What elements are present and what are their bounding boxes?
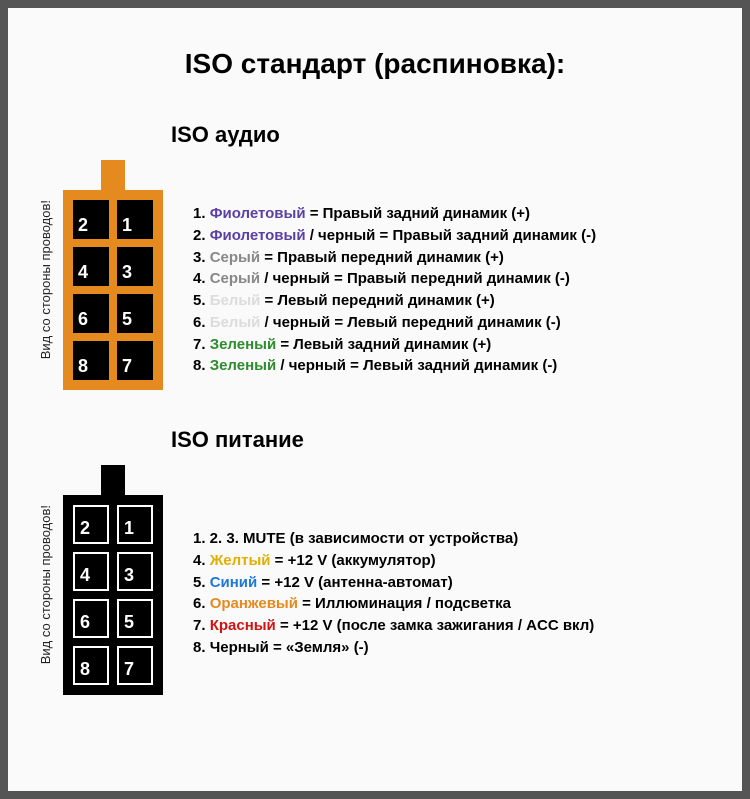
audio-pin-list: 1. Фиолетовый = Правый задний динамик (+… <box>163 148 712 377</box>
pin-text: MUTE (в зависимости от устройства) <box>243 530 518 547</box>
pin-4: 4 <box>73 552 109 591</box>
pin-description-row: 7. Зеленый = Левый задний динамик (+) <box>193 334 712 356</box>
pin-description-row: 8. Зеленый / черный = Левый задний динам… <box>193 355 712 377</box>
pin-description-row: 1. Фиолетовый = Правый задний динамик (+… <box>193 203 712 225</box>
power-connector-col: 21436587 <box>63 445 163 695</box>
color-name: Белый <box>210 292 261 309</box>
color-name: Красный <box>210 617 276 634</box>
pin-description-row: 8. Черный = «Земля» (-) <box>193 637 712 659</box>
page: ISO стандарт (распиновка): Вид со сторон… <box>8 8 742 791</box>
pin-3: 3 <box>117 247 153 286</box>
audio-connector-body: 21436587 <box>63 190 163 390</box>
power-block: Вид со стороны проводов! 21436587 ISO пи… <box>38 445 712 695</box>
pin-description-row: 5. Белый = Левый передний динамик (+) <box>193 290 712 312</box>
pin-text: = Иллюминация / подсветка <box>298 595 511 612</box>
page-title: ISO стандарт (распиновка): <box>38 48 712 80</box>
power-pin-list: 1. 2. 3. MUTE (в зависимости от устройст… <box>163 453 712 659</box>
color-name: Желтый <box>210 552 271 569</box>
pin-text: / черный = Левый передний динамик (-) <box>260 314 560 331</box>
pin-text: = Левый задний динамик (+) <box>276 336 491 353</box>
power-connector-tab <box>101 465 125 495</box>
pin-description-row: 1. 2. 3. MUTE (в зависимости от устройст… <box>193 528 712 550</box>
pin-number: 7. <box>193 617 210 634</box>
audio-connector: 21436587 <box>63 160 163 390</box>
pin-text: / черный = Правый передний динамик (-) <box>260 270 570 287</box>
pin-5: 5 <box>117 294 153 333</box>
color-name: Синий <box>210 574 258 591</box>
pin-description-row: 3. Серый = Правый передний динамик (+) <box>193 247 712 269</box>
color-name: Серый <box>210 249 260 266</box>
pin-7: 7 <box>117 646 153 685</box>
pin-number: 5. <box>193 574 210 591</box>
pin-description-row: 7. Красный = +12 V (после замка зажигани… <box>193 615 712 637</box>
power-connector: 21436587 <box>63 465 163 695</box>
pin-3: 3 <box>117 552 153 591</box>
pin-number: 8. <box>193 639 210 656</box>
pin-description-row: 5. Синий = +12 V (антенна-автомат) <box>193 572 712 594</box>
audio-connector-tab <box>101 160 125 190</box>
pin-text: / черный = Левый задний динамик (-) <box>276 357 557 374</box>
color-name: Зеленый <box>210 336 277 353</box>
audio-title: ISO аудио <box>171 122 712 148</box>
pin-text: = Правый передний динамик (+) <box>260 249 504 266</box>
pin-4: 4 <box>73 247 109 286</box>
pin-number: 5. <box>193 292 210 309</box>
pin-text: / черный = Правый задний динамик (-) <box>306 227 597 244</box>
pin-text: = +12 V (после замка зажигания / ACC вкл… <box>276 617 594 634</box>
power-connector-body: 21436587 <box>63 495 163 695</box>
color-name: Оранжевый <box>210 595 298 612</box>
pin-number: 1. 2. 3. <box>193 530 243 547</box>
color-name: Фиолетовый <box>210 205 306 222</box>
pin-1: 1 <box>117 505 153 544</box>
pin-text: Черный = «Земля» (-) <box>210 639 369 656</box>
pin-1: 1 <box>117 200 153 239</box>
pin-number: 8. <box>193 357 210 374</box>
pin-6: 6 <box>73 294 109 333</box>
power-title: ISO питание <box>171 427 712 453</box>
audio-right: ISO аудио 1. Фиолетовый = Правый задний … <box>163 140 712 377</box>
pin-number: 2. <box>193 227 210 244</box>
side-label-audio: Вид со стороны проводов! <box>38 200 53 359</box>
pin-7: 7 <box>117 341 153 380</box>
pin-text: = Левый передний динамик (+) <box>260 292 494 309</box>
audio-connector-col: 21436587 <box>63 140 163 390</box>
pin-number: 6. <box>193 595 210 612</box>
pin-number: 7. <box>193 336 210 353</box>
pin-description-row: 2. Фиолетовый / черный = Правый задний д… <box>193 225 712 247</box>
pin-number: 6. <box>193 314 210 331</box>
pin-number: 4. <box>193 270 210 287</box>
pin-8: 8 <box>73 341 109 380</box>
pin-text: = +12 V (антенна-автомат) <box>257 574 452 591</box>
pin-description-row: 4. Желтый = +12 V (аккумулятор) <box>193 550 712 572</box>
pin-number: 3. <box>193 249 210 266</box>
pin-5: 5 <box>117 599 153 638</box>
pin-number: 4. <box>193 552 210 569</box>
color-name: Белый <box>210 314 261 331</box>
pin-number: 1. <box>193 205 210 222</box>
color-name: Зеленый <box>210 357 277 374</box>
color-name: Фиолетовый <box>210 227 306 244</box>
pin-6: 6 <box>73 599 109 638</box>
pin-text: = +12 V (аккумулятор) <box>271 552 436 569</box>
pin-text: = Правый задний динамик (+) <box>306 205 530 222</box>
side-label-power: Вид со стороны проводов! <box>38 505 53 664</box>
pin-description-row: 4. Серый / черный = Правый передний дина… <box>193 268 712 290</box>
pin-description-row: 6. Белый / черный = Левый передний динам… <box>193 312 712 334</box>
pin-2: 2 <box>73 200 109 239</box>
pin-8: 8 <box>73 646 109 685</box>
power-right: ISO питание 1. 2. 3. MUTE (в зависимости… <box>163 445 712 659</box>
color-name: Серый <box>210 270 260 287</box>
audio-block: Вид со стороны проводов! 21436587 ISO ау… <box>38 140 712 390</box>
pin-2: 2 <box>73 505 109 544</box>
pin-description-row: 6. Оранжевый = Иллюминация / подсветка <box>193 593 712 615</box>
